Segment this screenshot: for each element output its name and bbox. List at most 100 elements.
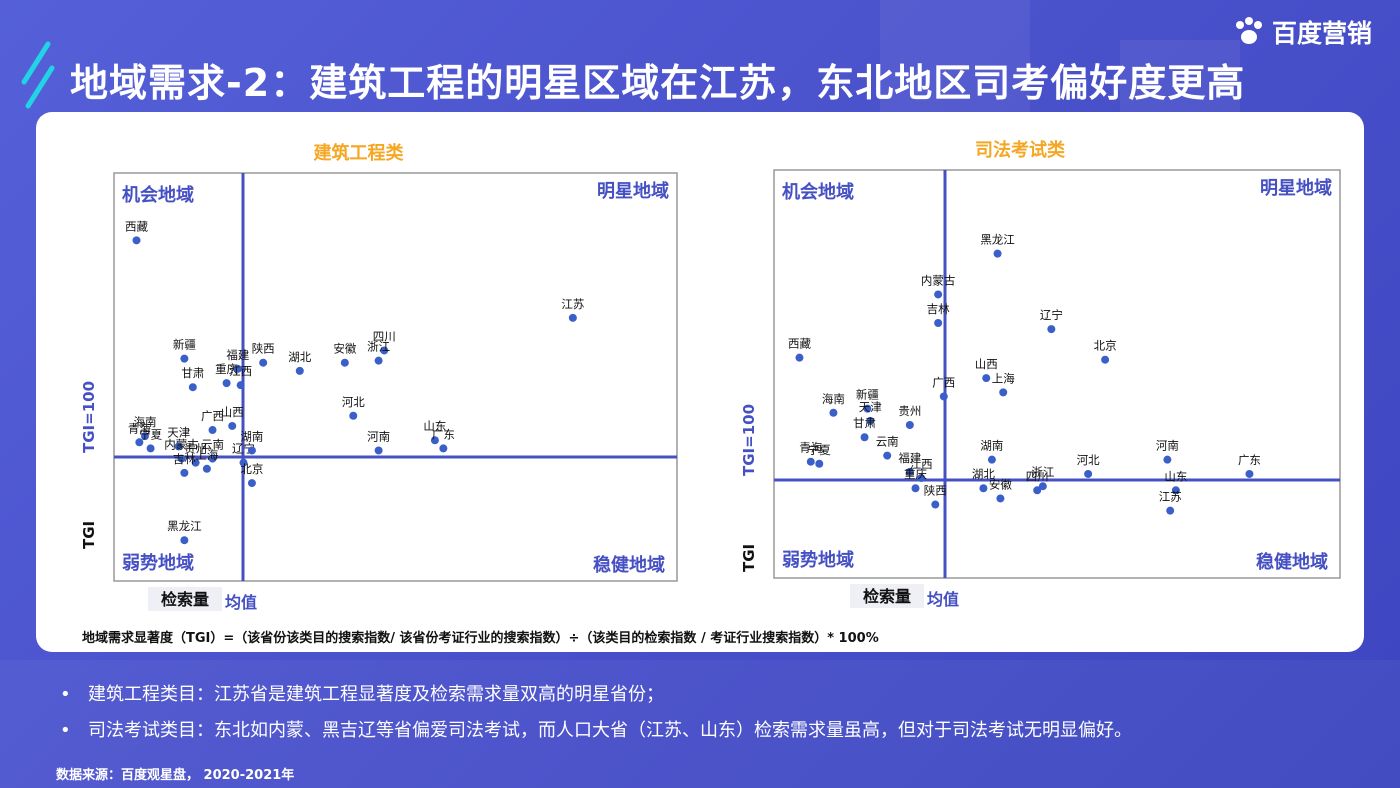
point-label: 宁夏 <box>139 427 162 441</box>
chart-panel: 建筑工程类 机会地域 明星地域 弱势地域 稳健地域 TGI=100 TGI 检索量 均值 西藏 江苏… <box>36 112 1364 652</box>
point-label: 江苏 <box>1159 490 1182 504</box>
data-point <box>1163 455 1172 464</box>
data-point <box>1033 486 1042 495</box>
point-label: 福建 <box>898 451 921 465</box>
point-label: 内蒙古 <box>164 438 199 452</box>
data-point <box>374 356 383 365</box>
x-label-background <box>148 587 222 611</box>
page-title: 地域需求-2：建筑工程的明星区域在江苏，东北地区司考偏好度更高 <box>70 61 1246 105</box>
data-point <box>222 379 231 388</box>
point-label: 安徽 <box>333 342 356 356</box>
point-label: 青海 <box>128 421 151 435</box>
paw-icon <box>1236 17 1262 44</box>
data-point <box>247 446 256 455</box>
quadrant-label-weak: 弱势地域 <box>122 552 194 574</box>
point-label: 贵州 <box>898 404 921 418</box>
data-point <box>228 421 237 430</box>
chart-title: 建筑工程类 <box>314 142 405 164</box>
data-point <box>259 358 268 367</box>
quadrant-label-weak: 弱势地域 <box>782 549 854 571</box>
point-label: 吉林 <box>173 452 196 466</box>
y-axis-label: TGI <box>740 544 758 572</box>
point-label: 重庆 <box>215 362 238 376</box>
data-point <box>1047 325 1056 334</box>
point-label: 河北 <box>1077 453 1100 467</box>
point-label: 吉林 <box>927 302 950 316</box>
point-label: 湖南 <box>980 439 1003 453</box>
data-point <box>349 411 358 420</box>
point-label: 浙江 <box>1031 465 1054 479</box>
data-point <box>146 444 155 453</box>
point-label: 天津 <box>167 425 190 439</box>
data-point <box>934 319 943 327</box>
point-label: 内蒙古 <box>921 273 956 287</box>
point-label: 山东 <box>423 419 446 433</box>
point-label: 新疆 <box>173 338 196 352</box>
point-label: 西藏 <box>125 219 148 233</box>
point-label: 湖南 <box>240 429 263 443</box>
chart-frame <box>773 169 1341 579</box>
x-reference-label: 均值 <box>225 593 257 612</box>
point-label: 四川 <box>1026 469 1049 483</box>
data-point <box>931 500 940 509</box>
data-point <box>239 458 248 467</box>
point-label: 湖北 <box>288 350 311 364</box>
x-label-background <box>850 584 924 608</box>
point-label: 海南 <box>133 415 156 429</box>
point-label: 浙江 <box>367 340 390 354</box>
point-label: 江苏 <box>561 297 584 311</box>
data-point <box>1245 469 1254 478</box>
data-point <box>1166 506 1175 515</box>
data-point <box>132 236 141 245</box>
point-label: 湖北 <box>972 467 995 481</box>
point-label: 山西 <box>975 357 998 371</box>
point-label: 甘肃 <box>181 366 204 380</box>
point-label: 广西 <box>932 375 955 389</box>
data-point <box>982 374 991 383</box>
point-label: 青海 <box>799 441 822 455</box>
quadrant-label-opportunity: 机会地域 <box>122 184 194 206</box>
point-label: 安徽 <box>989 477 1012 491</box>
point-label: 河南 <box>367 429 390 443</box>
point-label: 山东 <box>1164 469 1187 483</box>
data-point <box>806 457 815 466</box>
tgi-formula: 地域需求显著度（TGI）=（该省份该类目的搜索指数/ 该省份考证行业的搜索指数）… <box>82 631 879 646</box>
data-point <box>979 484 988 493</box>
data-point <box>863 404 872 413</box>
data-point <box>236 381 245 390</box>
point-label: 陕西 <box>924 484 947 498</box>
data-point <box>180 468 189 477</box>
background-band <box>0 660 1400 788</box>
data-point <box>1101 355 1110 364</box>
bullet-mark: • <box>60 684 71 705</box>
data-point <box>202 464 211 473</box>
data-point <box>430 436 439 445</box>
quadrant-label-stable: 稳健地域 <box>593 554 665 576</box>
point-label: 河南 <box>1156 439 1179 453</box>
quadrant-label-star: 明星地域 <box>597 180 669 202</box>
chart-frame <box>113 172 678 582</box>
background-building <box>880 0 1030 112</box>
bullet-text: 建筑工程类目：江苏省是建筑工程显著度及检索需求量双高的明星省份； <box>88 684 664 705</box>
point-label: 河北 <box>342 395 365 409</box>
y-axis-label: TGI <box>80 521 98 549</box>
point-label: 宁夏 <box>808 443 831 457</box>
data-point <box>866 416 875 425</box>
data-point <box>568 313 577 322</box>
data-point <box>905 467 914 476</box>
data-point <box>996 494 1005 503</box>
point-label: 重庆 <box>904 467 927 481</box>
point-label: 广东 <box>432 427 455 441</box>
data-point <box>934 290 943 299</box>
point-label: 四川 <box>373 329 396 343</box>
point-label: 黑龙江 <box>167 519 202 533</box>
point-label: 新疆 <box>856 388 879 402</box>
quadrant-label-opportunity: 机会地域 <box>782 181 854 203</box>
quadrant-label-star: 明星地域 <box>1260 177 1332 199</box>
point-label: 北京 <box>1094 339 1117 353</box>
data-point <box>177 454 186 463</box>
data-point <box>180 354 189 363</box>
data-point <box>295 366 304 375</box>
data-point <box>815 459 824 468</box>
baidu-marketing-logo: 百度营销 <box>1232 14 1372 50</box>
